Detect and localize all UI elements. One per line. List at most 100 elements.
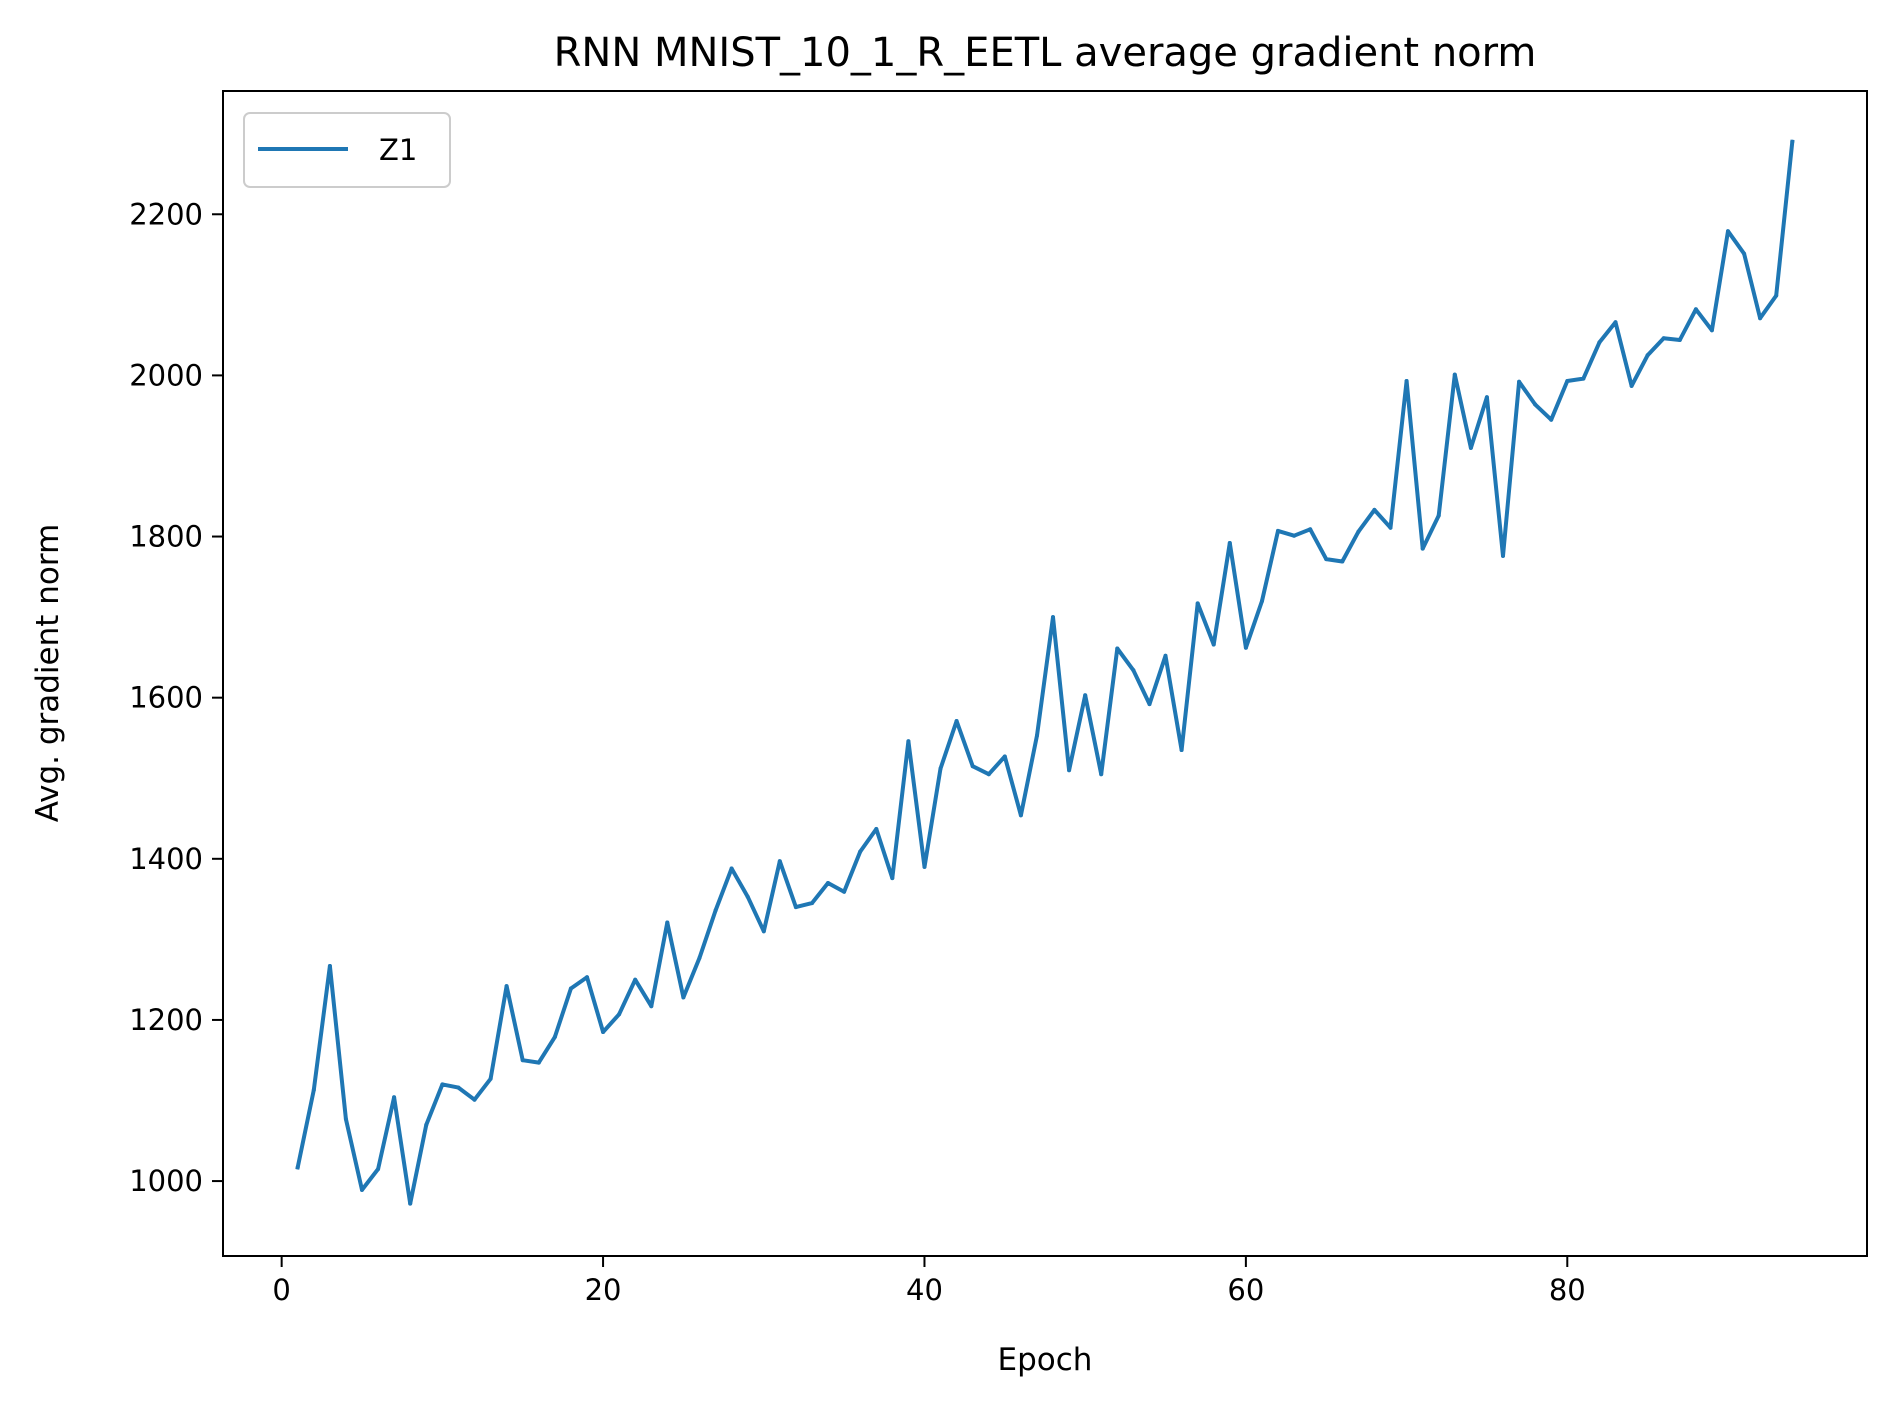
data-point [376,1167,381,1171]
data-point [826,881,830,885]
data-point [343,1117,348,1121]
data-point [1179,748,1184,752]
y-axis-label: Avg. gradient norm [30,524,66,823]
x-tick-label: 60 [1227,1273,1264,1307]
data-point [1420,546,1425,551]
data-point [1693,307,1698,312]
data-point [568,986,573,991]
data-point [906,739,911,744]
data-point [1324,557,1329,562]
data-point [617,1012,622,1017]
data-point [1356,529,1361,534]
plot-frame [222,90,1868,1257]
data-point [810,901,814,906]
data-point [311,1088,316,1092]
data-point [1742,251,1747,256]
data-point [1629,383,1634,388]
data-point [1549,417,1554,422]
data-point [488,1076,493,1081]
data-point [472,1097,477,1102]
data-point [1002,754,1007,759]
data-point [1035,733,1039,738]
data-point [665,920,670,925]
data-point [986,772,991,777]
data-point [1452,372,1457,377]
data-point [585,975,589,980]
data-point [922,864,927,869]
data-point [1565,379,1570,383]
data-point [1067,768,1072,773]
data-point [1243,645,1248,650]
data-point [424,1122,429,1127]
data-point [1677,338,1682,342]
data-point [777,859,782,864]
data-point [842,889,847,894]
data-point [681,995,686,1000]
data-point [1790,139,1795,144]
x-tick-label: 40 [906,1273,943,1307]
x-tick-label: 80 [1549,1273,1586,1307]
data-point [761,929,766,934]
data-point [697,955,702,960]
data-point [1163,653,1168,658]
data-point [1308,527,1313,532]
data-point [1131,668,1136,673]
data-point [954,719,959,723]
data-point [1581,376,1586,381]
data-point [649,1004,654,1009]
data-point [1276,528,1280,533]
data-point [1404,379,1409,383]
data-point [1774,293,1779,298]
data-point [601,1030,606,1034]
series-layer [295,139,1795,1206]
y-axis: 1000 1200 1400 1600 1800 2000 2200 [129,197,223,1198]
data-point [1083,693,1088,698]
data-point [295,1165,300,1170]
y-tick-label: 1000 [129,1164,203,1198]
data-point [633,977,638,982]
data-point [1645,353,1650,358]
data-point [1227,541,1232,545]
data-point [1115,646,1120,651]
data-point [360,1187,364,1192]
data-point [1709,328,1714,333]
data-point [1501,553,1505,558]
data-point [713,908,718,913]
data-point [1758,316,1763,321]
data-point [858,849,863,854]
y-tick-label: 1600 [129,681,203,715]
data-point [729,866,734,871]
data-point [1484,395,1489,400]
data-point [890,876,895,881]
data-point [1018,813,1023,818]
x-axis-label: Epoch [998,1342,1093,1378]
data-point [456,1085,461,1090]
legend: Z1 [243,112,451,188]
data-point [1661,336,1666,341]
data-point [1468,445,1473,450]
data-point [504,984,509,989]
x-tick-label: 20 [585,1273,622,1307]
data-point [392,1095,397,1100]
data-point [1597,340,1602,345]
data-point [1340,559,1345,564]
data-point [1260,599,1264,603]
data-point [327,964,332,968]
data-point [440,1082,445,1087]
y-tick-label: 2000 [129,358,203,392]
legend-label-z1: Z1 [379,133,417,167]
data-point [745,894,750,899]
data-point [1726,229,1730,234]
y-tick-label: 1200 [129,1003,203,1037]
chart-title: RNN MNIST_10_1_R_EETL average gradient n… [554,30,1537,76]
y-tick-label: 2200 [129,197,203,231]
data-point [938,766,943,771]
data-point [1388,525,1393,530]
data-point [1517,379,1522,384]
data-point [1436,513,1441,518]
data-point [793,905,798,910]
data-point [1613,320,1618,325]
data-point [1051,615,1055,620]
data-point [1147,702,1152,707]
